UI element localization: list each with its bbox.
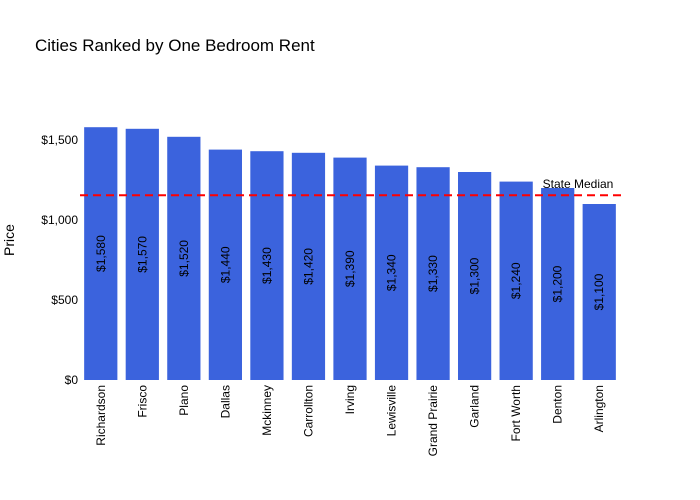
bar-value-labels: $1,580 $1,570 $1,520 $1,440 $1,430 $1,420 $1,3…: [94, 235, 606, 310]
x-tick-label: Frisco: [135, 385, 149, 418]
reference-line-group: State Median: [80, 177, 625, 197]
bar[interactable]: [250, 151, 284, 380]
x-tick-label: Lewisville: [385, 385, 399, 437]
x-tick-label: Carrollton: [301, 385, 315, 437]
bar-value-label: $1,580: [94, 235, 108, 272]
x-tick-label: Arlington: [592, 385, 606, 432]
bar[interactable]: [125, 128, 159, 380]
bar-value-label: $1,200: [551, 265, 565, 302]
bar-value-label: $1,300: [468, 257, 482, 294]
bar-value-label: $1,340: [385, 254, 399, 291]
x-tick-label: Denton: [551, 385, 565, 424]
x-tick-label: Plano: [177, 385, 191, 416]
bar-value-label: $1,440: [218, 246, 232, 283]
bar[interactable]: [208, 149, 242, 380]
bar[interactable]: [416, 167, 450, 380]
bar[interactable]: [458, 172, 492, 380]
chart-title: Cities Ranked by One Bedroom Rent: [35, 36, 315, 55]
bar-value-label: $1,430: [260, 247, 274, 284]
bar-value-label: $1,390: [343, 250, 357, 287]
bar[interactable]: [291, 152, 326, 380]
x-tick-label: Irving: [343, 385, 357, 414]
y-tick-label: $1,500: [41, 133, 78, 147]
x-tick-label: Dallas: [218, 385, 232, 418]
bar[interactable]: [167, 136, 201, 380]
bar-value-label: $1,520: [177, 240, 191, 277]
bar-value-label: $1,240: [509, 262, 523, 299]
bar[interactable]: [84, 127, 118, 380]
bar[interactable]: [374, 165, 409, 380]
bar[interactable]: [541, 188, 575, 380]
bar-value-label: $1,330: [426, 255, 440, 292]
x-tick-label: Mckinney: [260, 385, 274, 436]
bar[interactable]: [499, 181, 533, 380]
y-tick-label: $500: [51, 293, 78, 307]
bar-value-label: $1,570: [135, 236, 149, 273]
bar[interactable]: [333, 157, 367, 380]
bars-group: [84, 127, 616, 380]
x-tick-label: Fort Worth: [509, 385, 523, 441]
y-tick-label: $0: [65, 373, 79, 387]
y-axis-ticks: $0 $500 $1,000 $1,500: [41, 133, 78, 387]
bar[interactable]: [582, 204, 616, 380]
state-median-label: State Median: [543, 177, 614, 191]
y-tick-label: $1,000: [41, 213, 78, 227]
y-axis-title: Price: [1, 224, 17, 256]
x-tick-label: Grand Prairie: [426, 385, 440, 457]
bar-value-label: $1,100: [592, 273, 606, 310]
x-tick-label: Garland: [468, 385, 482, 428]
x-axis-ticks: Richardson Frisco Plano Dallas Mckinney Carro…: [94, 385, 606, 457]
bar-value-label: $1,420: [301, 248, 315, 285]
x-tick-label: Richardson: [94, 385, 108, 446]
